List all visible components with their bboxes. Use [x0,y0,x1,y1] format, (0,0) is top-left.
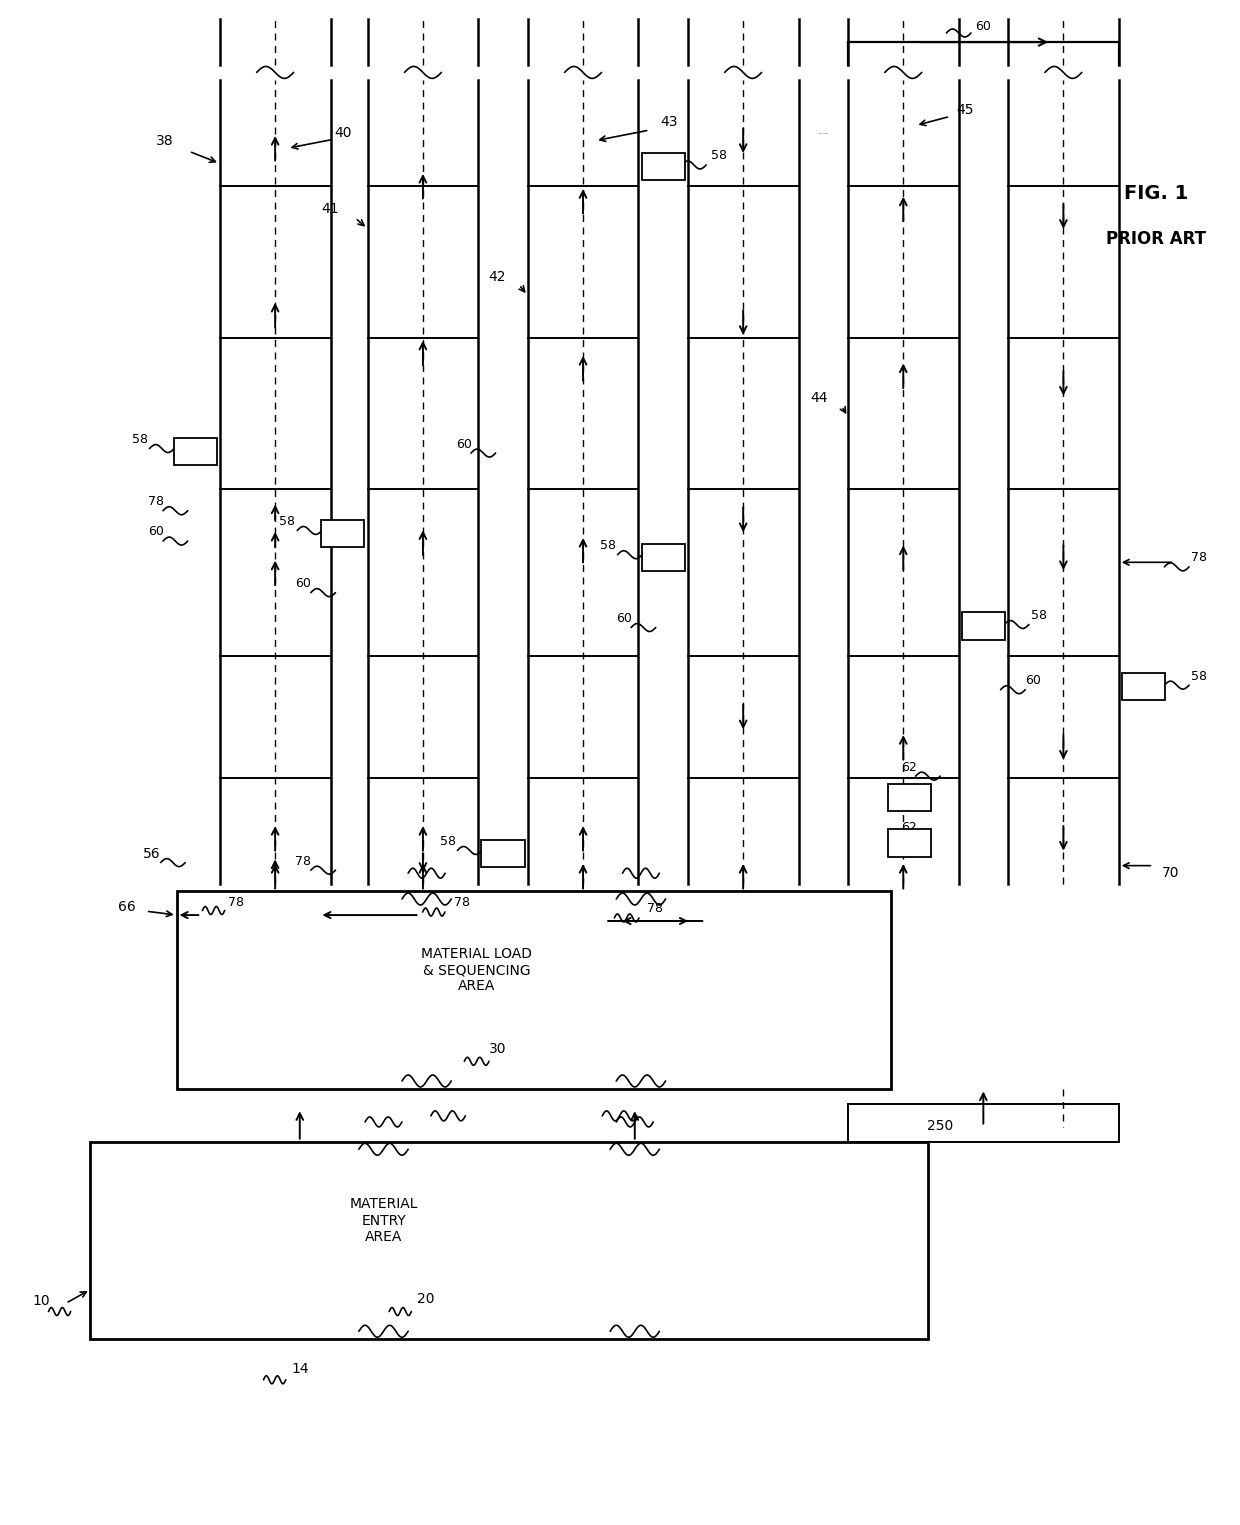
Text: 66: 66 [119,900,136,913]
Text: 38: 38 [155,134,174,148]
Text: 78: 78 [295,854,311,868]
Text: 60: 60 [1024,674,1040,688]
Bar [962,613,1004,639]
Text: 60: 60 [295,576,311,590]
Text: 58: 58 [600,540,616,552]
Text: 62: 62 [901,822,918,834]
Text: 44: 44 [811,392,828,406]
Bar [641,152,684,180]
Text: 78: 78 [1190,551,1207,564]
Text: 58: 58 [1030,608,1047,622]
Text: 45: 45 [956,104,973,117]
Text: 58: 58 [711,149,727,162]
Text: 58: 58 [131,433,148,445]
Text: 58: 58 [1190,669,1207,683]
Bar [321,520,365,547]
Text: MATERIAL LOAD
& SEQUENCING
AREA: MATERIAL LOAD & SEQUENCING AREA [422,947,532,993]
Text: 20: 20 [417,1292,434,1307]
Bar [174,438,217,465]
Bar [91,1142,928,1339]
Text: 58: 58 [279,515,295,528]
Bar [1122,673,1166,700]
Text: 41: 41 [321,201,340,217]
Bar [481,840,525,868]
Text: 78: 78 [647,903,663,915]
Text: FIG. 1: FIG. 1 [1123,185,1188,203]
Bar [176,892,892,1089]
Text: 60: 60 [455,438,471,450]
Text: 43: 43 [661,116,678,130]
Bar [848,1104,1118,1142]
Text: 60: 60 [616,612,631,625]
Text: 250: 250 [928,1119,954,1133]
Text: 56: 56 [143,846,161,860]
Text: 70: 70 [1162,866,1179,880]
Text: 14: 14 [291,1362,309,1376]
Text: 30: 30 [490,1042,507,1057]
Text: 78: 78 [148,496,164,508]
Bar [888,784,931,811]
Text: 62: 62 [901,761,918,773]
Text: 58: 58 [439,834,455,848]
Bar [888,830,931,857]
Text: 60: 60 [148,526,164,538]
Text: 78: 78 [228,897,244,909]
Text: MATERIAL
ENTRY
AREA: MATERIAL ENTRY AREA [350,1197,418,1244]
Text: 42: 42 [489,270,506,284]
Text: 60: 60 [976,20,991,34]
Text: 78: 78 [454,897,470,909]
Bar [641,544,684,572]
Text: 10: 10 [32,1293,50,1308]
Text: 40: 40 [334,127,352,140]
Text: PRIOR ART: PRIOR ART [1106,230,1205,249]
